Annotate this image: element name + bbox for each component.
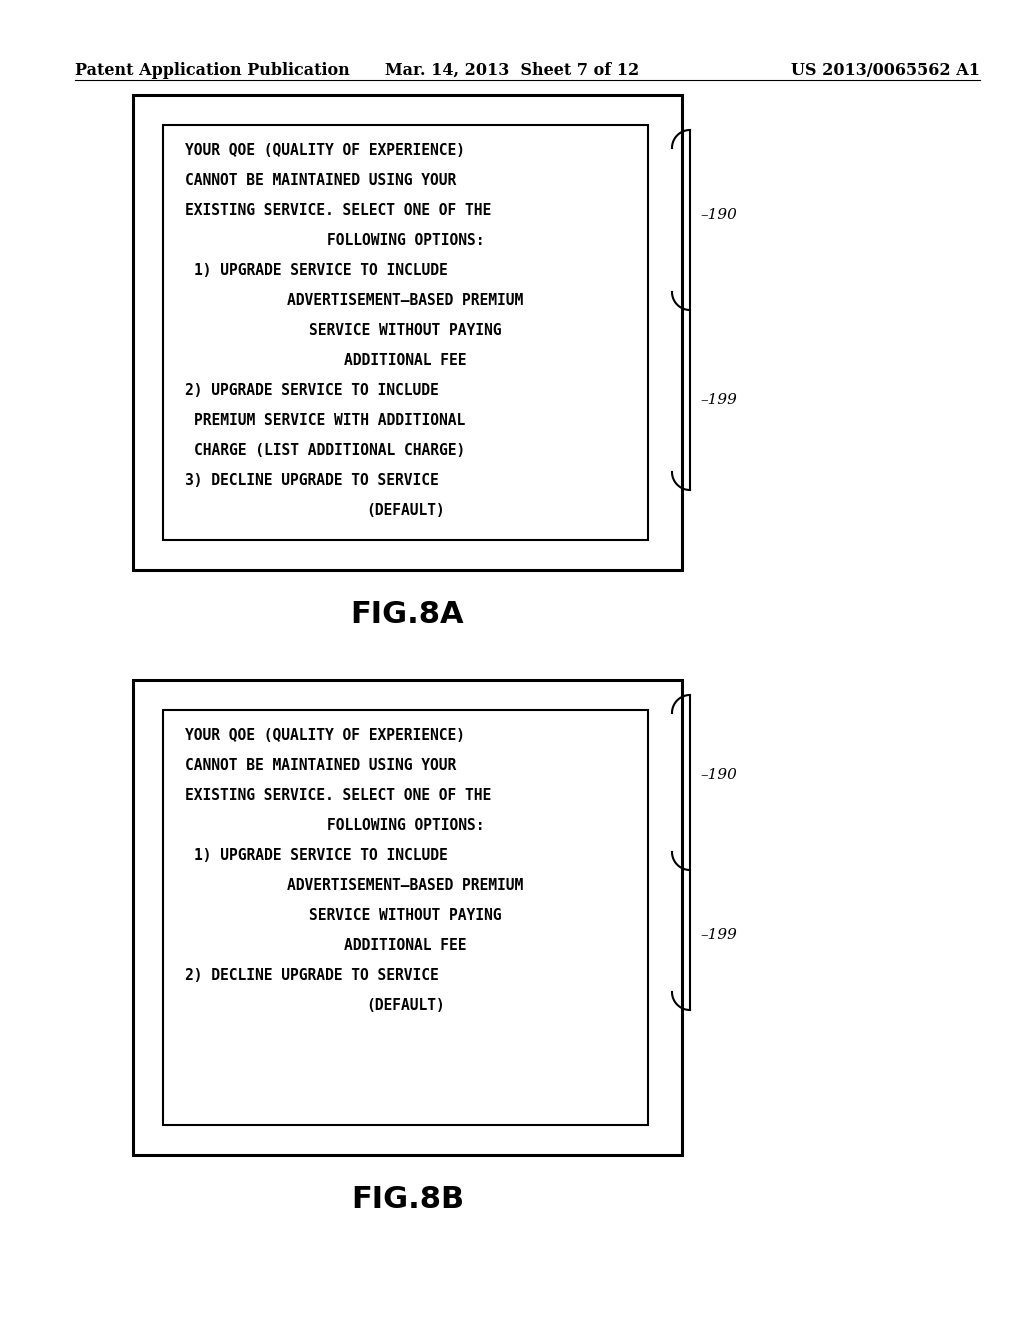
FancyBboxPatch shape (133, 95, 682, 570)
Text: CHARGE (LIST ADDITIONAL CHARGE): CHARGE (LIST ADDITIONAL CHARGE) (195, 444, 466, 458)
Text: –190: –190 (700, 768, 737, 781)
FancyBboxPatch shape (163, 125, 648, 540)
Text: YOUR QOE (QUALITY OF EXPERIENCE): YOUR QOE (QUALITY OF EXPERIENCE) (184, 143, 465, 158)
Text: Mar. 14, 2013  Sheet 7 of 12: Mar. 14, 2013 Sheet 7 of 12 (385, 62, 639, 79)
Text: 2) UPGRADE SERVICE TO INCLUDE: 2) UPGRADE SERVICE TO INCLUDE (184, 383, 438, 399)
Text: PREMIUM SERVICE WITH ADDITIONAL: PREMIUM SERVICE WITH ADDITIONAL (195, 413, 466, 428)
Text: 1) UPGRADE SERVICE TO INCLUDE: 1) UPGRADE SERVICE TO INCLUDE (195, 847, 449, 863)
Text: –199: –199 (700, 928, 737, 942)
Text: SERVICE WITHOUT PAYING: SERVICE WITHOUT PAYING (309, 908, 502, 923)
FancyBboxPatch shape (133, 680, 682, 1155)
Text: FIG.8A: FIG.8A (350, 601, 464, 630)
Text: FOLLOWING OPTIONS:: FOLLOWING OPTIONS: (327, 234, 484, 248)
Text: Patent Application Publication: Patent Application Publication (75, 62, 350, 79)
Text: –199: –199 (700, 393, 737, 407)
FancyBboxPatch shape (163, 710, 648, 1125)
Text: 2) DECLINE UPGRADE TO SERVICE: 2) DECLINE UPGRADE TO SERVICE (184, 968, 438, 983)
Text: (DEFAULT): (DEFAULT) (367, 503, 444, 517)
Text: ADDITIONAL FEE: ADDITIONAL FEE (344, 939, 467, 953)
Text: ADVERTISEMENT–BASED PREMIUM: ADVERTISEMENT–BASED PREMIUM (288, 878, 523, 894)
Text: ADDITIONAL FEE: ADDITIONAL FEE (344, 352, 467, 368)
Text: EXISTING SERVICE. SELECT ONE OF THE: EXISTING SERVICE. SELECT ONE OF THE (184, 788, 490, 803)
Text: FIG.8B: FIG.8B (351, 1185, 464, 1214)
Text: US 2013/0065562 A1: US 2013/0065562 A1 (791, 62, 980, 79)
Text: 1) UPGRADE SERVICE TO INCLUDE: 1) UPGRADE SERVICE TO INCLUDE (195, 263, 449, 279)
Text: 3) DECLINE UPGRADE TO SERVICE: 3) DECLINE UPGRADE TO SERVICE (184, 473, 438, 488)
Text: ADVERTISEMENT–BASED PREMIUM: ADVERTISEMENT–BASED PREMIUM (288, 293, 523, 308)
Text: FOLLOWING OPTIONS:: FOLLOWING OPTIONS: (327, 818, 484, 833)
Text: YOUR QOE (QUALITY OF EXPERIENCE): YOUR QOE (QUALITY OF EXPERIENCE) (184, 729, 465, 743)
Text: EXISTING SERVICE. SELECT ONE OF THE: EXISTING SERVICE. SELECT ONE OF THE (184, 203, 490, 218)
Text: CANNOT BE MAINTAINED USING YOUR: CANNOT BE MAINTAINED USING YOUR (184, 173, 456, 187)
Text: –190: –190 (700, 209, 737, 222)
Text: (DEFAULT): (DEFAULT) (367, 998, 444, 1012)
Text: CANNOT BE MAINTAINED USING YOUR: CANNOT BE MAINTAINED USING YOUR (184, 758, 456, 774)
Text: SERVICE WITHOUT PAYING: SERVICE WITHOUT PAYING (309, 323, 502, 338)
